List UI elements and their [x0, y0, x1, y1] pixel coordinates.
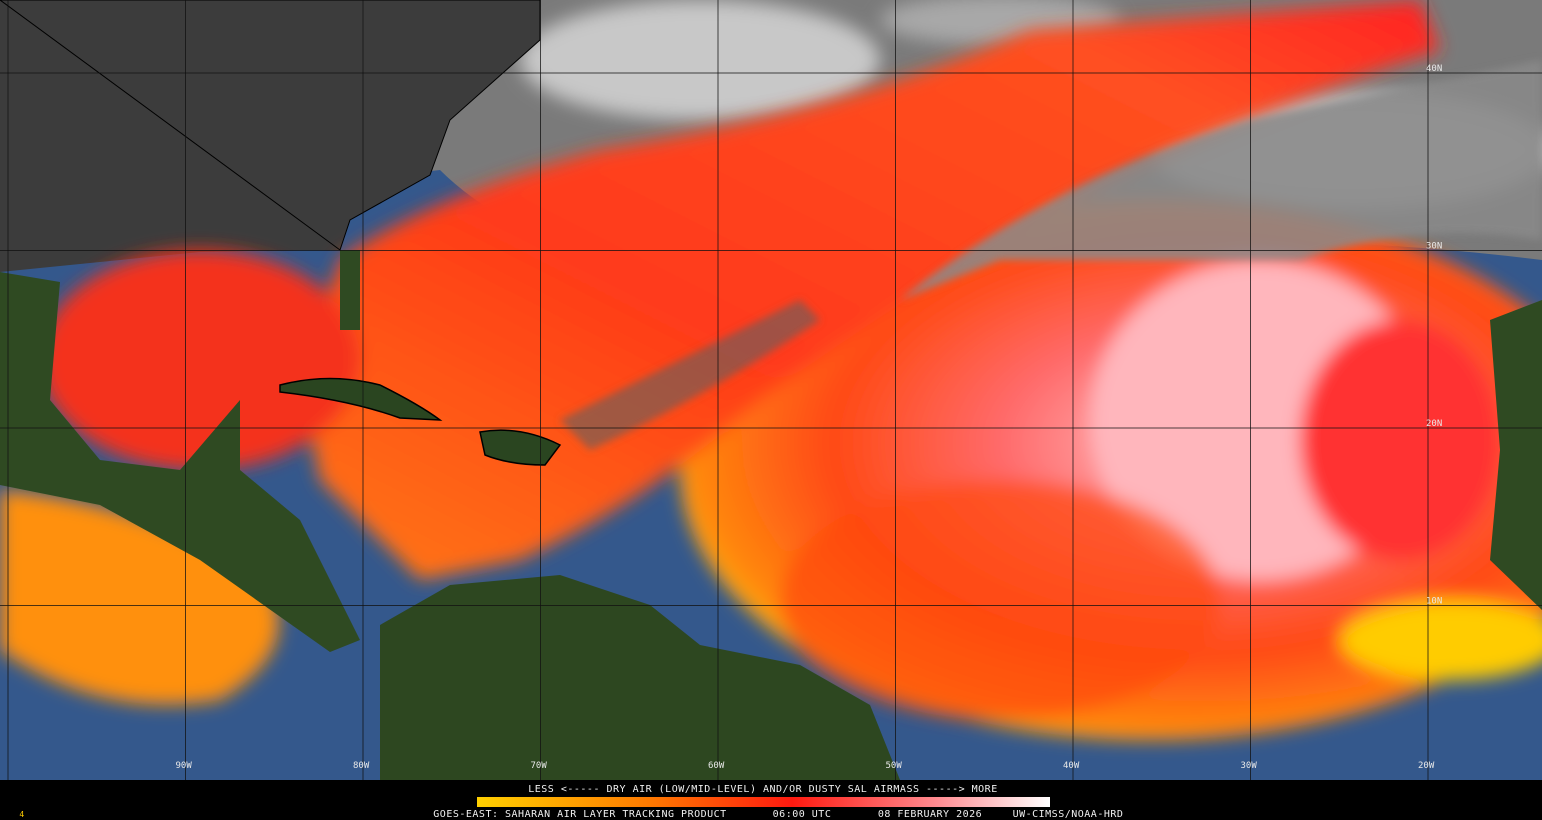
north-america-land — [0, 0, 540, 272]
longitude-label: 50W — [886, 761, 903, 771]
credit: UW-CIMSS/NOAA-HRD — [1013, 809, 1124, 820]
product-name: GOES-EAST: SAHARAN AIR LAYER TRACKING PR… — [433, 809, 726, 820]
grid-labels: 40N 30N 20N 10N 90W 80W 70W 60W 50W 40W 30W 20W — [176, 64, 1443, 771]
date: 08 FEBRUARY 2026 — [878, 809, 982, 820]
imagery: 40N 30N 20N 10N 90W 80W 70W 60W 50W 40W 30W 20W — [0, 0, 1542, 780]
longitude-label: 40W — [1063, 761, 1080, 771]
latitude-label: 40N — [1426, 64, 1442, 74]
longitude-label: 90W — [176, 761, 193, 771]
latitude-label: 30N — [1426, 242, 1442, 252]
latitude-label: 10N — [1426, 597, 1442, 607]
legend-caption: LESS <----- DRY AIR (LOW/MID-LEVEL) AND/… — [528, 784, 997, 795]
land — [0, 0, 1542, 780]
longitude-label: 70W — [531, 761, 548, 771]
color-scale — [477, 797, 1050, 807]
longitude-label: 20W — [1418, 761, 1435, 771]
frame-number: 4 — [19, 810, 24, 819]
cloud-bands — [560, 60, 1542, 450]
time: 06:00 UTC — [773, 809, 832, 820]
longitude-label: 30W — [1241, 761, 1258, 771]
longitude-label: 60W — [708, 761, 725, 771]
latitude-label: 20N — [1426, 419, 1442, 429]
longitude-label: 80W — [353, 761, 370, 771]
lat-lon-grid — [0, 0, 1542, 780]
